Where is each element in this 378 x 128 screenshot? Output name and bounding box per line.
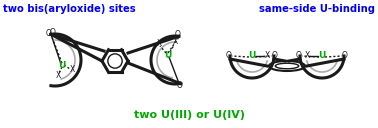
Text: O: O	[175, 30, 181, 39]
Text: O: O	[46, 29, 52, 38]
Text: X: X	[264, 51, 270, 61]
Text: U: U	[164, 51, 172, 60]
Text: O: O	[177, 81, 183, 90]
Text: same-side U-binding: same-side U-binding	[259, 4, 375, 14]
Text: O: O	[50, 28, 56, 37]
Text: O: O	[272, 51, 278, 60]
Text: X: X	[55, 72, 60, 81]
Text: X: X	[172, 38, 178, 46]
Text: O: O	[342, 51, 348, 60]
Text: X: X	[304, 51, 310, 61]
Text: U: U	[58, 61, 66, 70]
Text: O: O	[226, 51, 232, 60]
Text: U: U	[248, 51, 256, 61]
Text: O: O	[296, 51, 302, 60]
Text: X: X	[70, 66, 74, 74]
Text: two U(III) or U(IV): two U(III) or U(IV)	[133, 110, 245, 120]
Text: X: X	[156, 39, 162, 47]
Text: two bis(aryloxide) sites: two bis(aryloxide) sites	[3, 4, 136, 14]
Text: U: U	[318, 51, 326, 61]
